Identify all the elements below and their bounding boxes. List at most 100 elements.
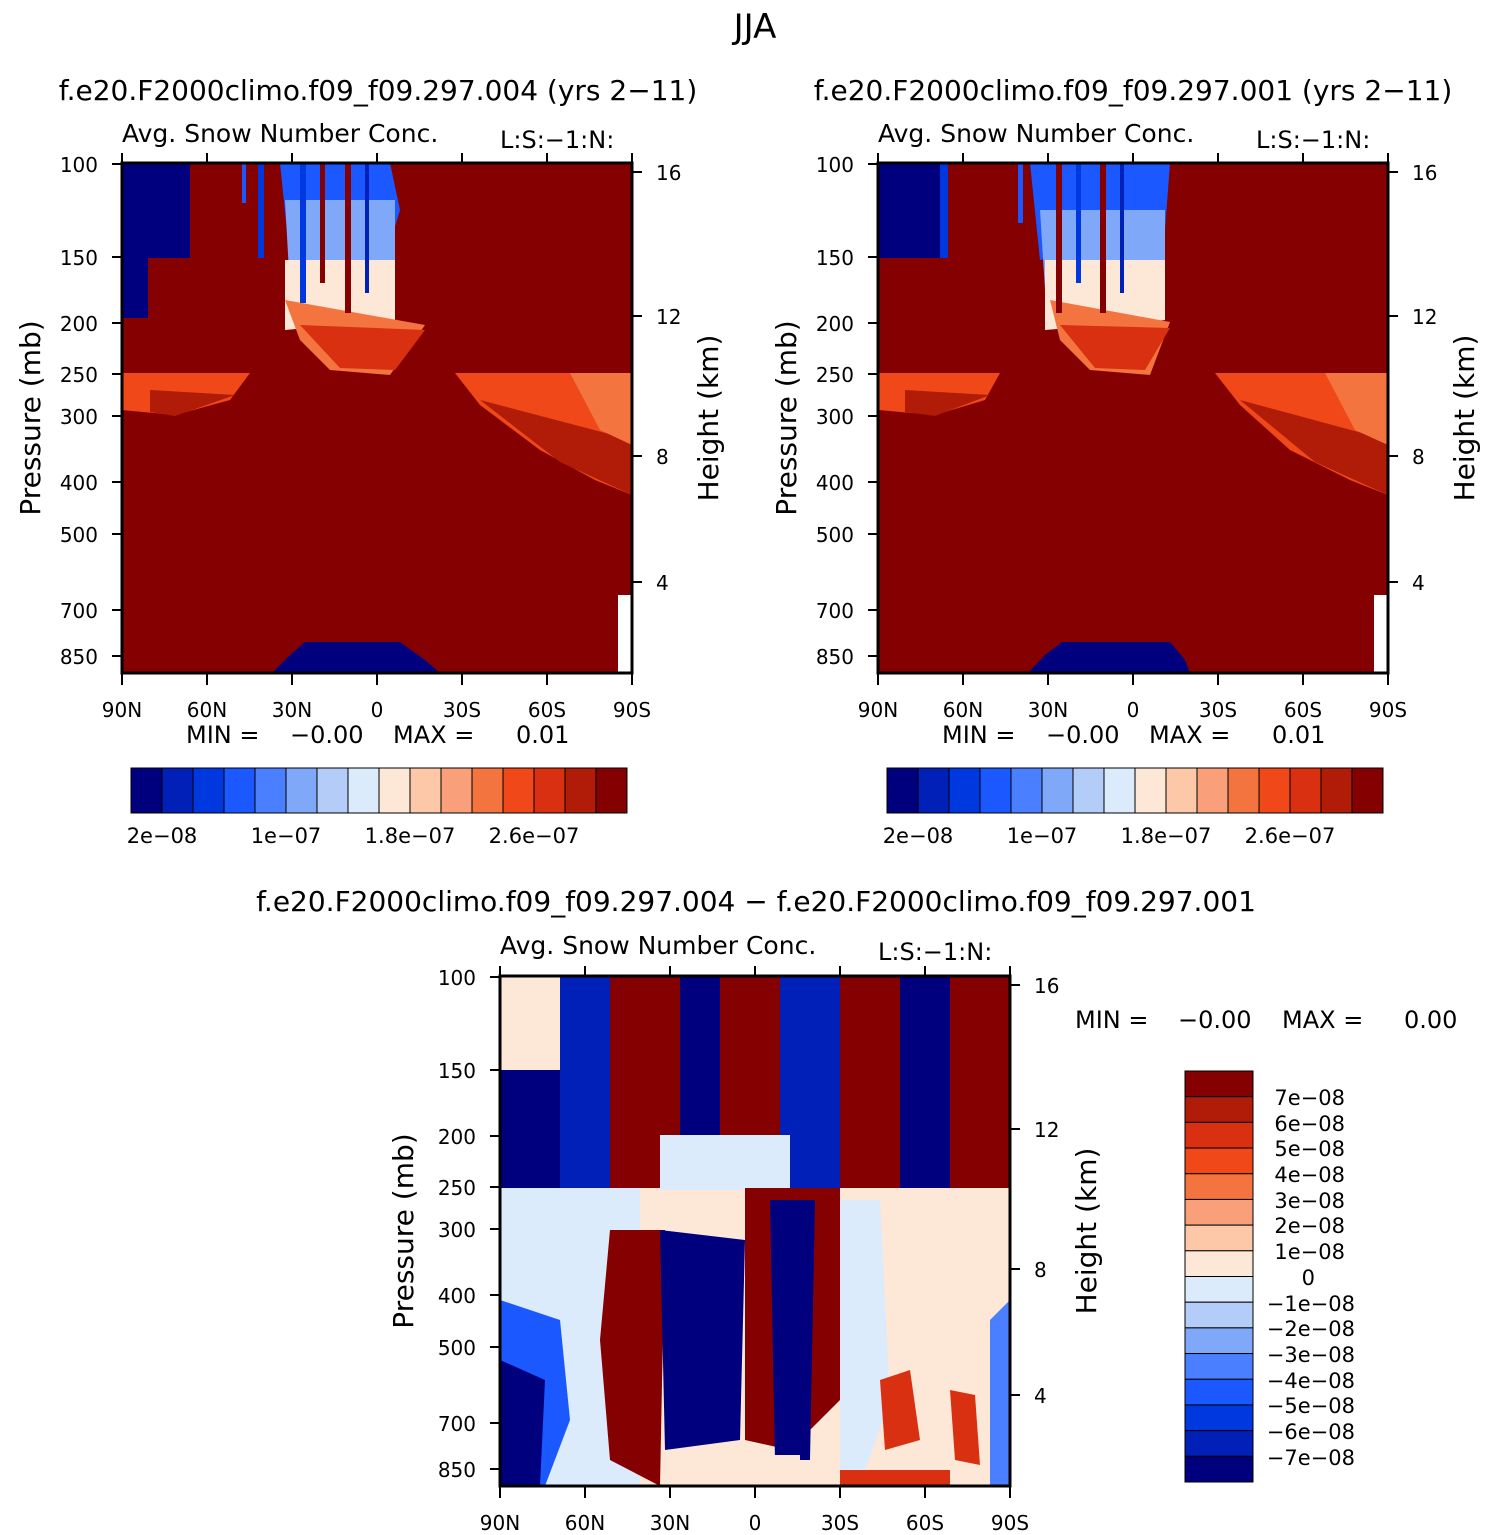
field-region-upper-blue-1: [500, 1070, 560, 1188]
colorbar-label: −7e−08: [1267, 1446, 1355, 1470]
y-tick-label: 150: [438, 1059, 476, 1083]
colorbar-box: [1184, 1096, 1254, 1123]
y-tick-label: 250: [60, 363, 98, 387]
x-tick-label: 90N: [102, 698, 142, 722]
y-tick-right-marks: [632, 171, 642, 583]
colorbar-label: 2.6e−07: [1245, 824, 1336, 848]
y-tick-right-marks: [1010, 984, 1020, 1396]
field-region-sh-peach: [1325, 373, 1388, 445]
panel-1-y-ticks: 100 150 200 250 300 400 500 700 850: [60, 153, 122, 669]
y-tick-right-label: 8: [656, 445, 669, 469]
field-region-nh-red: [150, 390, 235, 416]
colorbar-label: −6e−08: [1267, 1420, 1355, 1444]
y-tick-right-label: 4: [656, 571, 669, 595]
panel-3-x-ticks: 90N 60N 30N 0 30S 60S 90S: [480, 966, 1029, 1535]
y-tick-label: 100: [816, 153, 854, 177]
y-tick-right-label: 12: [656, 305, 681, 329]
y-tick-right-label: 8: [1034, 1258, 1047, 1282]
y-tick-label: 300: [60, 405, 98, 429]
x-tick-label: 30N: [1028, 698, 1068, 722]
y-tick-label: 850: [438, 1458, 476, 1482]
panel-3-case-title: f.e20.F2000climo.f09_f09.297.004 − f.e20…: [256, 885, 1256, 918]
panel-1-y-ticks-right: 16 12 8 4: [632, 161, 681, 595]
y-tick-label: 500: [816, 523, 854, 547]
colorbar-label: 2e−08: [1274, 1214, 1345, 1238]
field-region-lower-right-blue: [990, 1300, 1010, 1486]
colorbar-box: [130, 767, 163, 814]
page-title: JJA: [732, 7, 777, 47]
panel-3-ylabel-right: Height (km): [1070, 1148, 1103, 1315]
colorbar-box: [1134, 767, 1167, 814]
colorbar-box: [161, 767, 194, 814]
colorbar-box: [1041, 767, 1074, 814]
x-tick-label: 30N: [650, 1511, 690, 1535]
colorbar-label: 2.6e−07: [489, 824, 580, 848]
colorbar-label: 7e−08: [1274, 1086, 1345, 1110]
field-region-polar-cap: [878, 163, 946, 258]
panel-2-x-ticks: 90N 60N 30N 0 30S 60S 90S: [858, 153, 1407, 722]
panel-2-y-ticks-right: 16 12 8 4: [1388, 161, 1437, 595]
x-tick-label: 60N: [187, 698, 227, 722]
x-tick-label: 90N: [858, 698, 898, 722]
min-label: MIN =: [1075, 1006, 1148, 1034]
field-region-tropical-red: [300, 325, 425, 370]
field-region-polar-cap: [122, 163, 190, 258]
colorbar-box: [1184, 1455, 1254, 1483]
colorbar-box: [1258, 767, 1291, 814]
colorbar-label: 0: [1302, 1266, 1315, 1290]
min-value: −0.00: [1046, 721, 1120, 749]
colorbar-box: [564, 767, 597, 814]
colorbar-box: [409, 767, 442, 814]
field-region-lower-blue-center: [660, 1230, 745, 1450]
x-tick-label: 60S: [1284, 698, 1322, 722]
y-tick-label: 700: [816, 599, 854, 623]
panel-2-ylabel-right: Height (km): [1448, 335, 1481, 502]
field-streak-4: [365, 163, 369, 293]
colorbar-label: −3e−08: [1267, 1343, 1355, 1367]
y-tick-label: 200: [816, 312, 854, 336]
colorbar-box: [1184, 1173, 1254, 1200]
field-streak-6: [1018, 163, 1023, 223]
x-tick-marks: [499, 966, 1011, 1498]
colorbar-label: 1.8e−07: [1121, 824, 1212, 848]
y-tick-right-marks: [1388, 171, 1398, 583]
panel-3-field: [500, 976, 1010, 1486]
colorbar-box: [223, 767, 256, 814]
colorbar-box: [595, 767, 628, 814]
y-tick-label: 250: [816, 363, 854, 387]
y-tick-right-label: 16: [1034, 974, 1059, 998]
field-streak-4: [1120, 163, 1124, 293]
colorbar-box: [1103, 767, 1136, 814]
y-tick-right-label: 4: [1412, 571, 1425, 595]
panel-1: f.e20.F2000climo.f09_f09.297.004 (yrs 2−…: [14, 74, 725, 848]
panel-2-stats: MIN = −0.00 MAX = 0.01: [942, 721, 1325, 749]
min-label: MIN =: [186, 721, 259, 749]
min-label: MIN =: [942, 721, 1015, 749]
colorbar-box: [347, 767, 380, 814]
panel-3-ylabel: Pressure (mb): [387, 1133, 420, 1328]
max-label: MAX =: [1149, 721, 1230, 749]
colorbar-box: [1184, 1224, 1254, 1252]
field-streak-3: [1100, 163, 1106, 313]
x-tick-label: 60N: [943, 698, 983, 722]
panel-3-y-ticks-right: 16 12 8 4: [1010, 974, 1059, 1408]
colorbar-label: 5e−08: [1274, 1137, 1345, 1161]
y-tick-label: 400: [816, 471, 854, 495]
y-tick-label: 200: [438, 1125, 476, 1149]
y-tick-marks: [868, 163, 878, 657]
field-region-upper-red-4: [950, 976, 1010, 1188]
x-tick-marks: [877, 153, 1389, 685]
field-region-nh-red: [905, 390, 990, 416]
panel-1-stats: MIN = −0.00 MAX = 0.01: [186, 721, 569, 749]
field-streak-2: [320, 163, 325, 283]
colorbar-label: −2e−08: [1267, 1317, 1355, 1341]
panel-2-level-tag: L:S:−1:N:: [1256, 126, 1370, 154]
field-region-upper-blue-2: [560, 976, 610, 1188]
panel-3: f.e20.F2000climo.f09_f09.297.004 − f.e20…: [256, 885, 1457, 1535]
field-region-strip: [122, 258, 148, 318]
y-tick-label: 850: [816, 645, 854, 669]
field-region-surface-blue: [1028, 642, 1190, 673]
colorbar-box: [917, 767, 950, 814]
colorbar-box: [285, 767, 318, 814]
field-region-sh-red: [1240, 400, 1388, 495]
